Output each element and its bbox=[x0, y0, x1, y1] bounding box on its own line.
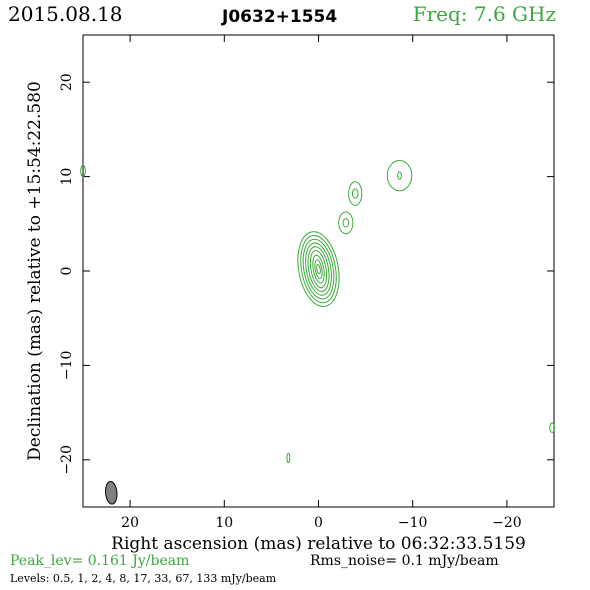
x-tick-label: −10 bbox=[398, 515, 428, 531]
jet-component-contour bbox=[338, 211, 354, 235]
y-tick-label: 10 bbox=[59, 168, 75, 186]
beam-ellipse bbox=[105, 481, 118, 505]
core-contour bbox=[309, 249, 328, 289]
x-axis-label: Right ascension (mas) relative to 06:32:… bbox=[111, 534, 526, 554]
y-tick-label: −10 bbox=[59, 351, 75, 381]
y-tick-label: 0 bbox=[59, 267, 75, 276]
jet-component-contour bbox=[397, 171, 402, 180]
contour-levels: Levels: 0.5, 1, 2, 4, 8, 17, 33, 67, 133… bbox=[10, 572, 277, 585]
x-tick-label: 0 bbox=[314, 515, 323, 531]
core-contour bbox=[302, 238, 335, 300]
core-contour bbox=[305, 242, 332, 296]
x-tick-label: 20 bbox=[121, 515, 139, 531]
core-contour bbox=[307, 246, 330, 292]
plot-frame bbox=[82, 34, 555, 508]
core-contour bbox=[312, 254, 325, 284]
source-name: J0632+1554 bbox=[222, 7, 338, 27]
y-axis-label: Declination (mas) relative to +15:54:22.… bbox=[25, 81, 45, 461]
y-tick-label: −20 bbox=[59, 445, 75, 475]
core-contour bbox=[314, 259, 323, 279]
rms-noise: Rms_noise= 0.1 mJy/beam bbox=[310, 553, 499, 569]
jet-component-contour bbox=[386, 160, 413, 192]
jet-component-contour bbox=[348, 181, 363, 206]
peak-level: Peak_lev= 0.161 Jy/beam bbox=[10, 553, 190, 569]
core-contour bbox=[316, 263, 321, 275]
x-tick-label: 10 bbox=[215, 515, 233, 531]
jet-component-contour bbox=[549, 422, 555, 433]
jet-component-contour bbox=[80, 164, 86, 178]
jet-component-contour bbox=[286, 452, 291, 464]
observation-date: 2015.08.18 bbox=[8, 2, 123, 26]
jet-component-contour bbox=[351, 188, 359, 199]
core-contour bbox=[300, 235, 337, 304]
y-tick-label: 20 bbox=[59, 73, 75, 91]
core-contour bbox=[297, 231, 340, 307]
jet-component-contour bbox=[342, 218, 350, 228]
frequency-label: Freq: 7.6 GHz bbox=[412, 2, 556, 26]
x-tick-label: −20 bbox=[492, 515, 522, 531]
